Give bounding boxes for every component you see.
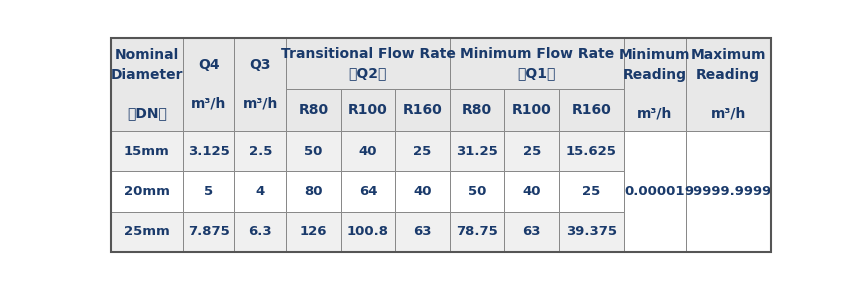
Bar <box>396 171 450 212</box>
Text: R100: R100 <box>512 103 551 117</box>
Bar <box>235 171 286 212</box>
Bar <box>183 38 235 131</box>
Text: 15mm: 15mm <box>124 145 169 158</box>
Bar <box>341 171 396 212</box>
Bar <box>505 89 559 131</box>
Text: 2.5: 2.5 <box>249 145 272 158</box>
Text: 7.875: 7.875 <box>187 225 230 238</box>
Bar <box>111 38 183 131</box>
Text: 6.3: 6.3 <box>249 225 272 238</box>
Text: 4: 4 <box>255 185 265 198</box>
Text: 25: 25 <box>414 145 432 158</box>
Text: 15.625: 15.625 <box>566 145 617 158</box>
Bar <box>111 131 183 171</box>
Bar <box>559 131 624 171</box>
Bar <box>624 38 685 131</box>
Text: Nominal
Diameter

（DN）: Nominal Diameter （DN） <box>111 48 183 121</box>
Text: 40: 40 <box>414 185 432 198</box>
Text: Transitional Flow Rate
（Q2）: Transitional Flow Rate （Q2） <box>280 47 456 80</box>
Text: 126: 126 <box>299 225 327 238</box>
Bar <box>111 171 183 212</box>
Text: 63: 63 <box>523 225 541 238</box>
Bar <box>559 89 624 131</box>
Bar <box>396 89 450 131</box>
Text: 3.125: 3.125 <box>187 145 230 158</box>
Bar <box>341 212 396 252</box>
Bar <box>450 131 505 171</box>
Text: R80: R80 <box>462 103 492 117</box>
Bar <box>111 212 183 252</box>
Text: R160: R160 <box>402 103 442 117</box>
Bar <box>396 131 450 171</box>
Text: 0.00001: 0.00001 <box>624 185 685 198</box>
Text: 50: 50 <box>304 145 322 158</box>
Bar <box>505 171 559 212</box>
Bar <box>450 89 505 131</box>
Text: R100: R100 <box>348 103 388 117</box>
Bar <box>286 171 341 212</box>
Text: Minimum
Reading

m³/h: Minimum Reading m³/h <box>619 48 691 121</box>
Bar <box>685 131 771 252</box>
Bar <box>341 89 396 131</box>
Bar <box>183 212 235 252</box>
Bar <box>235 212 286 252</box>
Bar <box>286 131 341 171</box>
Text: 64: 64 <box>359 185 378 198</box>
Bar <box>450 38 624 89</box>
Bar <box>450 212 505 252</box>
Text: 25: 25 <box>523 145 541 158</box>
Bar <box>286 212 341 252</box>
Bar <box>286 89 341 131</box>
Text: 78.75: 78.75 <box>457 225 498 238</box>
Bar <box>559 171 624 212</box>
Bar <box>235 131 286 171</box>
Text: 40: 40 <box>523 185 541 198</box>
Text: 20mm: 20mm <box>124 185 169 198</box>
Text: R160: R160 <box>571 103 611 117</box>
Text: Minimum Flow Rate
（Q1）: Minimum Flow Rate （Q1） <box>459 47 614 80</box>
Text: 39.375: 39.375 <box>566 225 617 238</box>
Text: 100.8: 100.8 <box>347 225 389 238</box>
Bar <box>286 38 450 89</box>
Text: 25: 25 <box>582 185 600 198</box>
Bar <box>505 212 559 252</box>
Bar <box>183 131 235 171</box>
Bar <box>396 212 450 252</box>
Bar <box>685 38 771 131</box>
Text: 50: 50 <box>468 185 487 198</box>
Bar <box>505 131 559 171</box>
Text: 31.25: 31.25 <box>457 145 498 158</box>
Bar <box>183 171 235 212</box>
Bar <box>559 212 624 252</box>
Text: Q4

m³/h: Q4 m³/h <box>191 58 226 111</box>
Text: 40: 40 <box>359 145 378 158</box>
Text: 63: 63 <box>414 225 432 238</box>
Text: 5: 5 <box>204 185 213 198</box>
Text: R80: R80 <box>298 103 329 117</box>
Text: 99999.9999: 99999.9999 <box>685 185 771 198</box>
Text: Maximum
Reading

m³/h: Maximum Reading m³/h <box>691 48 766 121</box>
Bar <box>624 131 685 252</box>
Bar <box>235 38 286 131</box>
Text: 25mm: 25mm <box>124 225 169 238</box>
Bar <box>341 131 396 171</box>
Text: Q3

m³/h: Q3 m³/h <box>243 58 278 111</box>
Text: 80: 80 <box>304 185 322 198</box>
Bar <box>450 171 505 212</box>
